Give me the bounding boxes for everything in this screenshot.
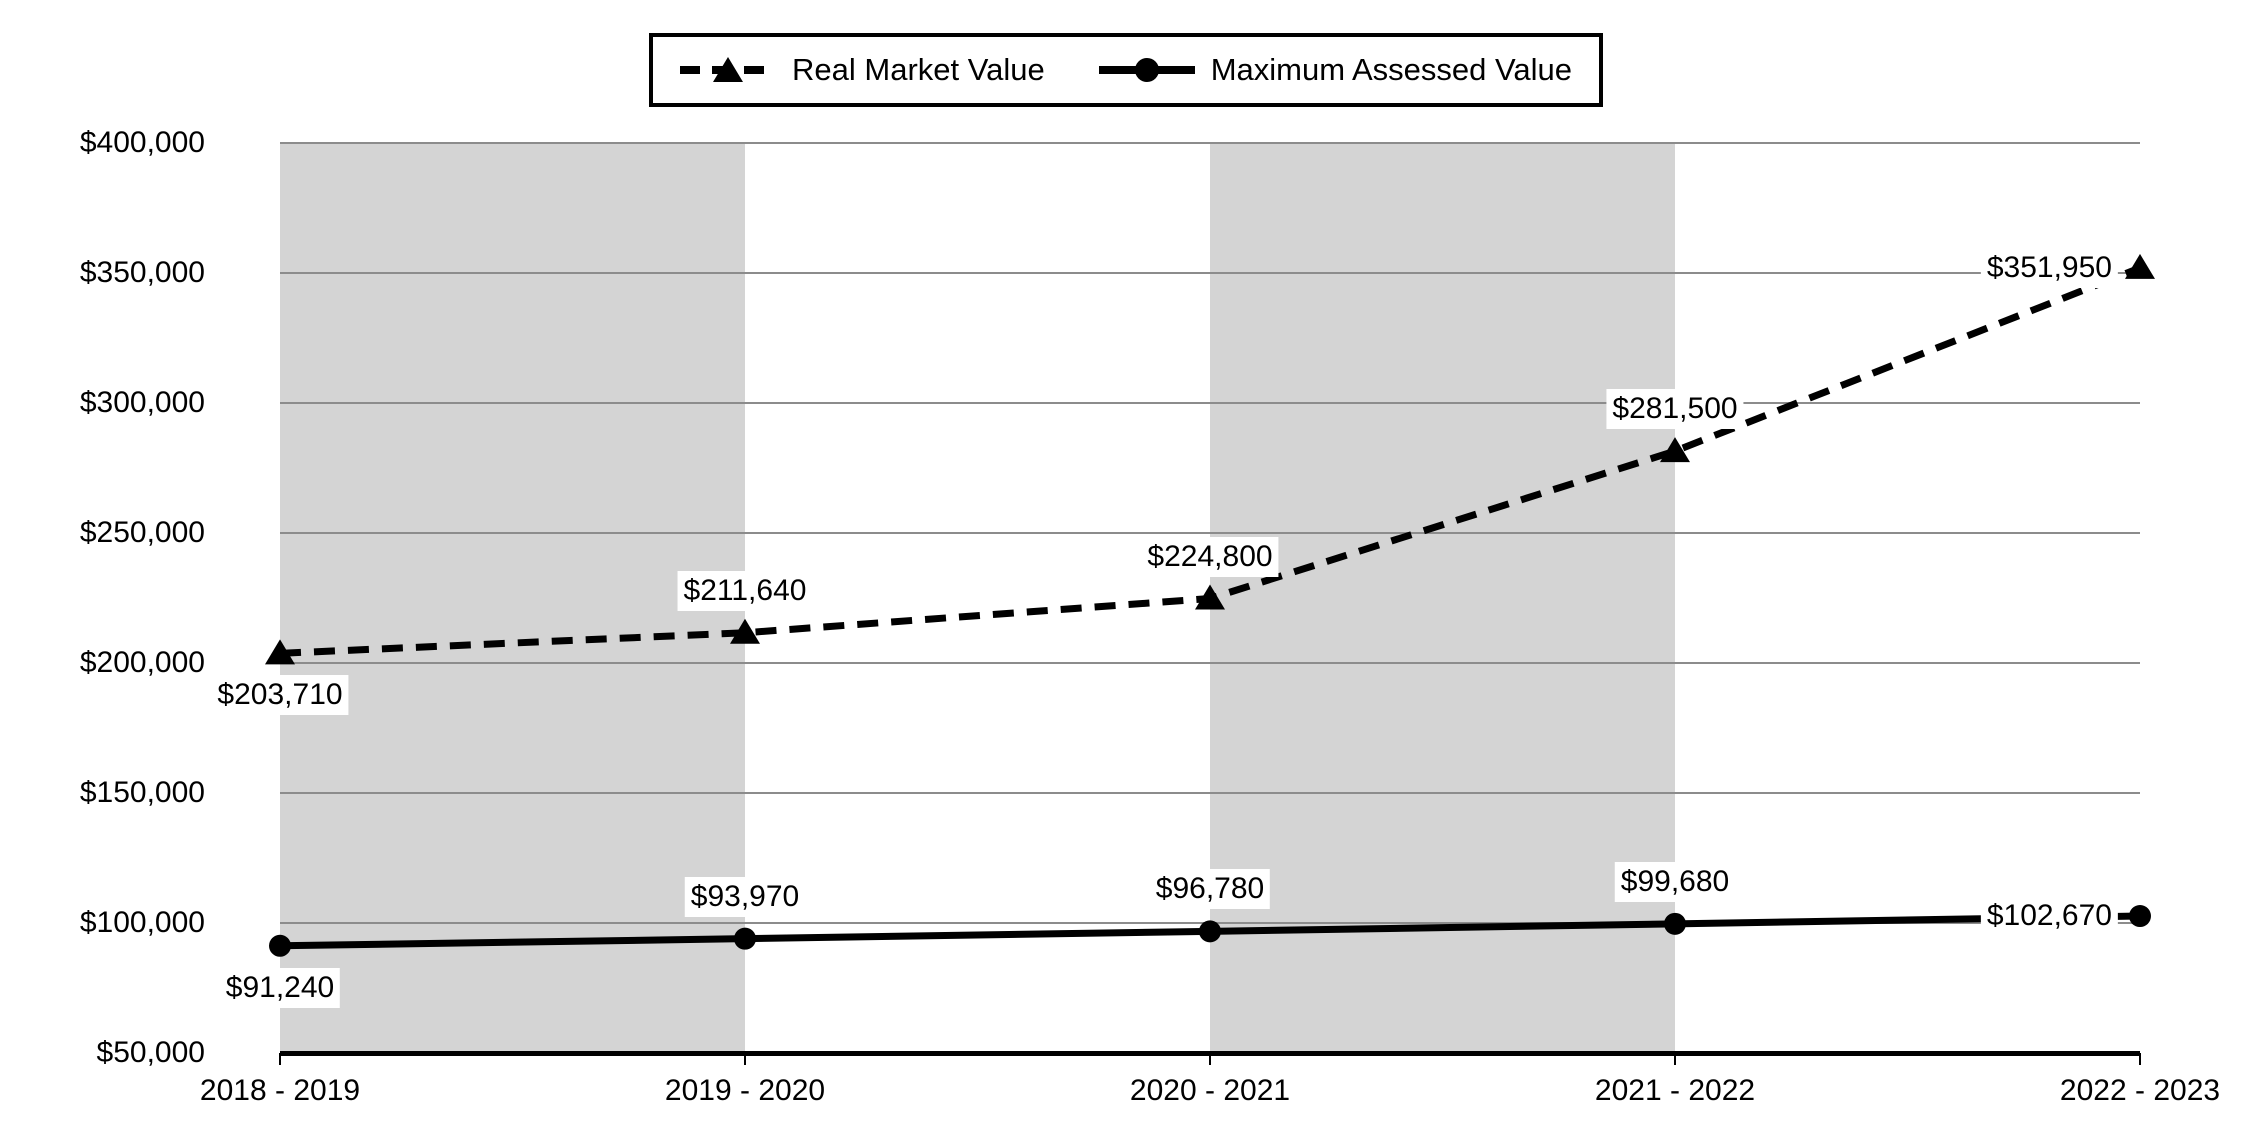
legend: Real Market Value Maximum Assessed Value bbox=[649, 33, 1603, 107]
gridline bbox=[280, 792, 2140, 794]
gridline bbox=[280, 142, 2140, 144]
legend-item-maximum-assessed-value: Maximum Assessed Value bbox=[1098, 52, 1572, 88]
circle-marker bbox=[269, 934, 291, 957]
circle-marker bbox=[1199, 920, 1221, 943]
y-tick-label: $250,000 bbox=[79, 516, 205, 549]
data-label: $102,670 bbox=[1980, 896, 2118, 937]
gridline bbox=[280, 272, 2140, 274]
x-axis-tick bbox=[2139, 1053, 2141, 1065]
x-tick-label: 2020 - 2021 bbox=[1129, 1074, 1291, 1107]
x-axis-tick bbox=[1209, 1053, 1211, 1065]
circle-marker bbox=[734, 927, 756, 950]
data-label: $211,640 bbox=[677, 570, 813, 611]
y-tick-label: $50,000 bbox=[96, 1036, 205, 1069]
gridline bbox=[280, 402, 2140, 404]
triangle-marker bbox=[1660, 437, 1690, 463]
x-tick-label: 2022 - 2023 bbox=[2059, 1074, 2221, 1107]
plot-band bbox=[1210, 143, 1675, 1053]
y-tick-label: $300,000 bbox=[79, 386, 205, 419]
data-label: $91,240 bbox=[219, 967, 341, 1008]
plot-band bbox=[280, 143, 745, 1053]
x-tick-label: 2021 - 2022 bbox=[1594, 1074, 1756, 1107]
data-label: $281,500 bbox=[1606, 389, 1744, 430]
x-axis-tick bbox=[279, 1053, 281, 1065]
data-label: $224,800 bbox=[1141, 536, 1279, 577]
legend-label-maximum-assessed-value: Maximum Assessed Value bbox=[1210, 52, 1572, 87]
x-tick-label: 2019 - 2020 bbox=[664, 1074, 826, 1107]
triangle-marker bbox=[265, 639, 295, 665]
y-tick-label: $350,000 bbox=[79, 256, 205, 289]
triangle-marker bbox=[1195, 584, 1225, 610]
data-label: $351,950 bbox=[1980, 247, 2118, 288]
y-tick-label: $200,000 bbox=[79, 646, 205, 679]
x-axis-tick bbox=[1674, 1053, 1676, 1065]
solid-line-circle-marker-icon bbox=[1098, 58, 1195, 82]
x-tick-label: 2018 - 2019 bbox=[199, 1074, 361, 1107]
y-tick-label: $150,000 bbox=[79, 776, 205, 809]
triangle-marker bbox=[730, 618, 760, 644]
dashed-line-triangle-marker-icon bbox=[680, 57, 777, 82]
legend-item-real-market-value: Real Market Value bbox=[680, 52, 1045, 88]
legend-label-real-market-value: Real Market Value bbox=[792, 52, 1045, 87]
circle-marker bbox=[2129, 905, 2151, 928]
gridline bbox=[280, 662, 2140, 664]
circle-marker bbox=[1664, 912, 1686, 935]
triangle-marker bbox=[2125, 253, 2155, 279]
gridline bbox=[280, 532, 2140, 534]
y-tick-label: $400,000 bbox=[79, 126, 205, 159]
data-label: $99,680 bbox=[1614, 861, 1736, 902]
data-label: $93,970 bbox=[684, 876, 806, 917]
data-label: $96,780 bbox=[1149, 869, 1271, 910]
y-tick-label: $100,000 bbox=[79, 906, 205, 939]
data-label: $203,710 bbox=[211, 675, 349, 716]
x-axis-tick bbox=[744, 1053, 746, 1065]
